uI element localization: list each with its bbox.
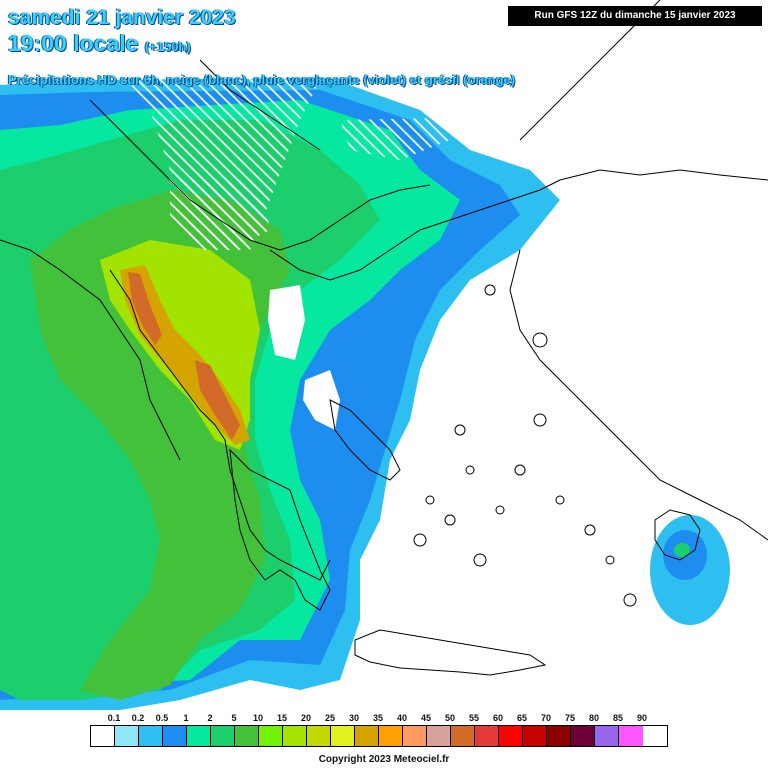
legend-label: 2	[207, 713, 213, 723]
copyright: Copyright 2023 Meteociel.fr	[318, 754, 450, 765]
legend-swatch	[91, 726, 115, 746]
legend-swatch	[211, 726, 235, 746]
legend-swatch	[283, 726, 307, 746]
coastlines	[0, 0, 768, 676]
island	[413, 533, 427, 547]
dry-gap-2	[303, 370, 340, 430]
island	[484, 284, 496, 296]
legend-label: 10	[252, 713, 264, 723]
legend-swatch	[379, 726, 403, 746]
legend-swatches	[90, 725, 668, 747]
legend-label: 70	[540, 713, 552, 723]
legend-swatch	[259, 726, 283, 746]
legend-swatch	[355, 726, 379, 746]
legend-label: 50	[444, 713, 456, 723]
run-info: Run GFS 12Z du dimanche 15 janvier 2023	[508, 6, 762, 26]
legend-swatch	[427, 726, 451, 746]
island	[454, 424, 466, 436]
legend-label: 30	[348, 713, 360, 723]
legend-label: 85	[612, 713, 624, 723]
legend-label: 0.5	[155, 713, 169, 723]
snow-hatch-area-east	[340, 118, 450, 160]
legend-swatch	[115, 726, 139, 746]
legend-swatch	[451, 726, 475, 746]
coastline-euboea	[329, 399, 401, 481]
island	[623, 593, 637, 607]
legend-swatch	[331, 726, 355, 746]
coastline-crete	[354, 629, 547, 676]
legend-swatch	[571, 726, 595, 746]
precip-zone-red-orange-2	[195, 360, 240, 440]
legend-label: 60	[492, 713, 504, 723]
legend-label: 40	[396, 713, 408, 723]
legend-label: 25	[324, 713, 336, 723]
legend-label: 20	[300, 713, 312, 723]
legend-swatch	[547, 726, 571, 746]
legend-swatch	[235, 726, 259, 746]
forecast-time-line: 19:00 locale (+150h)	[8, 30, 191, 57]
legend-swatch	[307, 726, 331, 746]
island	[444, 514, 456, 526]
precip-field	[0, 78, 730, 710]
border-north	[199, 59, 321, 151]
legend-label: 65	[516, 713, 528, 723]
coastline-adriatic	[0, 239, 181, 461]
island	[532, 332, 548, 348]
coastline-peloponnese	[229, 448, 331, 611]
legend-label: 45	[420, 713, 432, 723]
legend-swatch	[619, 726, 643, 746]
border-balkans	[89, 99, 431, 251]
forecast-step: (+150h)	[144, 39, 191, 54]
legend-swatch	[187, 726, 211, 746]
legend-label: 5	[231, 713, 237, 723]
coastline-aegean-east	[509, 249, 768, 541]
island	[425, 495, 435, 505]
legend-label: 0.2	[131, 713, 145, 723]
island	[533, 413, 547, 427]
legend-label: 15	[276, 713, 288, 723]
island	[514, 464, 526, 476]
legend-label: 55	[468, 713, 480, 723]
legend-label: 1	[183, 713, 189, 723]
snow-hatch-area-west	[180, 180, 270, 250]
island	[584, 524, 596, 536]
coastline-anatolia	[559, 169, 768, 181]
islands	[413, 284, 637, 607]
legend-swatch	[475, 726, 499, 746]
precip-zone-red-orange-1	[128, 272, 162, 345]
legend-swatch	[163, 726, 187, 746]
island	[465, 465, 475, 475]
island	[473, 553, 487, 567]
legend-swatch	[595, 726, 619, 746]
coastline-aegean-north	[269, 179, 561, 281]
legend-label: 90	[636, 713, 648, 723]
legend-label: 35	[372, 713, 384, 723]
precip-zone-rhodes-core	[674, 543, 690, 557]
island	[605, 555, 615, 565]
legend-swatch	[403, 726, 427, 746]
legend-swatch	[499, 726, 523, 746]
dry-gap-1	[268, 285, 305, 360]
coastline-greece-west	[109, 269, 331, 581]
legend-labels: 0.1 0.2 0.5 1 2 5 10 15 20 25 30 35 40 45 50 55 60 65 70 75…	[90, 713, 690, 725]
legend-label: 80	[588, 713, 600, 723]
legend-label: 75	[564, 713, 576, 723]
legend-label: 0.1	[107, 713, 121, 723]
legend-swatch	[139, 726, 163, 746]
island	[555, 495, 565, 505]
map-description: Précipitations HD sur 6h, neige (blanc),…	[8, 72, 516, 87]
legend-swatch	[523, 726, 547, 746]
forecast-time: 19:00 locale	[8, 30, 139, 56]
precipitation-legend: 0.1 0.2 0.5 1 2 5 10 15 20 25 30 35 40 45 50 55 60 65 70 75…	[90, 713, 690, 747]
coastline-rhodes	[654, 509, 701, 561]
forecast-date: samedi 21 janvier 2023	[8, 6, 236, 29]
island	[495, 505, 505, 515]
